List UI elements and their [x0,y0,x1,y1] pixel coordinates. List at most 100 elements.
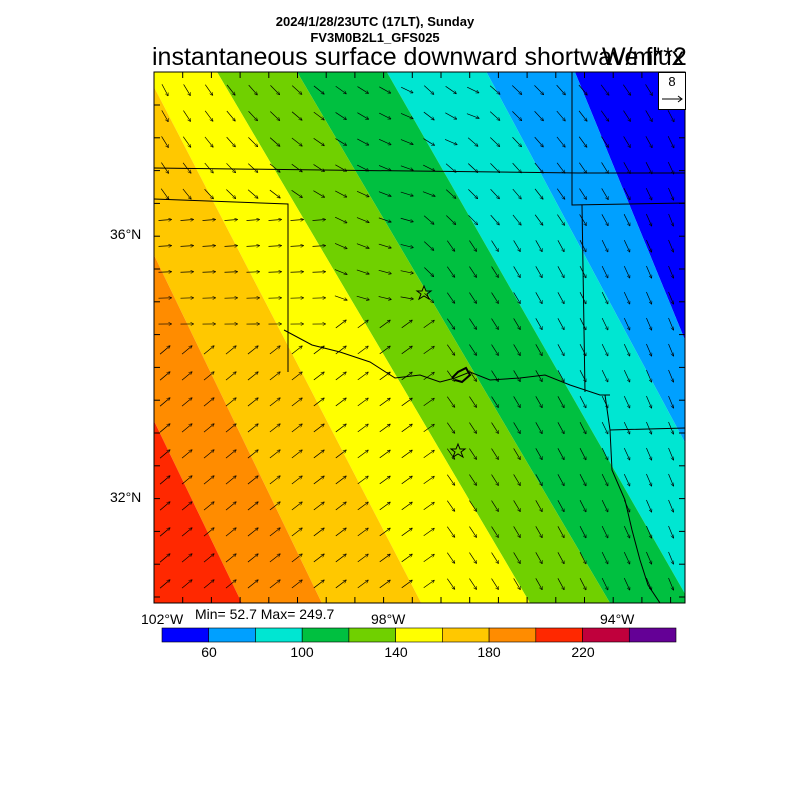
wind-vector-arrow [623,421,629,434]
wind-vector-arrow [423,164,435,171]
wind-vector-arrow [623,136,631,147]
model-name-header: FV3M0B2L1_GFS025 [310,30,440,45]
wind-vector-arrow [248,137,257,146]
wind-vector-arrow [668,499,674,512]
wind-vector-arrow [601,526,608,538]
wind-vector-arrow [667,136,674,148]
wind-vector-arrow [422,191,435,197]
wind-vector-arrow [269,528,280,537]
wind-vector-arrow [513,318,521,329]
wind-vector-arrow [203,424,214,433]
wind-vector-arrow [159,450,170,459]
wind-vector-arrow [357,398,368,407]
wind-vector-arrow [312,219,326,220]
wind-vector-arrow [203,372,214,381]
wind-vector-arrow [181,502,192,511]
wind-vector-arrow [334,295,347,300]
wind-vector-arrow [291,163,302,172]
wind-vector-arrow [646,473,651,486]
wind-vector-arrow [379,528,390,537]
wind-vector-arrow [247,424,258,433]
wind-vector-arrow [513,344,521,355]
wind-vector-arrow [313,85,324,94]
wind-vector-arrow [180,246,194,247]
wind-vector-arrow [423,320,435,329]
wind-vector-arrow [247,450,258,459]
wind-vector-arrow [378,165,391,170]
wind-vector-arrow [357,346,368,355]
colorbar-label-180: 180 [477,644,501,660]
wind-vector-arrow [623,265,629,278]
wind-vector-arrow [556,136,565,147]
wind-vector-arrow [579,162,586,174]
wind-vector-arrow [334,216,347,223]
wind-vector-arrow [601,370,608,382]
wind-vector-arrow [161,136,169,147]
wind-vector-arrow [447,292,454,304]
wind-vector-arrow [158,272,172,273]
wind-vector-arrow [646,395,651,408]
wind-vector-arrow [513,578,521,589]
wind-vector-arrow [313,372,324,381]
wind-vector-arrow [668,447,674,460]
wind-vector-arrow [469,552,476,564]
wind-vector-arrow [335,554,346,563]
wind-vector-arrow [466,113,479,119]
wind-vector-arrow [357,320,368,329]
wind-vector-arrow [535,448,542,459]
wind-vector-arrow [557,292,564,303]
wind-vector-arrow [423,215,434,225]
wind-vector-arrow [313,190,324,198]
wind-vector-arrow [202,246,216,247]
wind-vector-arrow [469,578,476,590]
wind-vector-arrow [356,243,369,249]
star-marker-dallas [449,442,467,459]
wind-vector-arrow [668,265,674,278]
wind-vector-arrow [557,370,564,381]
wind-vector-arrow [556,188,565,200]
wind-vector-arrow [646,369,651,382]
wind-vector-arrow [268,246,282,247]
wind-vector-arrow [447,578,454,590]
wind-vector-arrow [601,578,608,590]
wind-vector-arrow [247,502,258,511]
wind-vector-arrow [535,526,542,537]
wind-vector-arrow [160,188,169,200]
wind-vector-arrow [225,502,236,511]
wind-vector-arrow [246,272,260,273]
wind-vector-arrow [513,526,521,537]
wind-vector-arrow [269,189,280,198]
wind-vector-arrow [313,476,324,485]
wind-vector-arrow [535,266,542,277]
wind-vector-arrow [469,240,476,252]
wind-vector-arrow [423,476,435,485]
wind-vector-arrow [335,346,346,355]
wind-vector-arrow [357,164,369,171]
wind-vector-arrow [534,214,543,225]
wind-vector-arrow [535,344,542,355]
wind-vector-arrow [357,580,368,589]
wind-vector-arrow [445,189,456,199]
wind-vector-arrow [313,580,324,589]
wind-vector-arrow [579,214,587,225]
wind-vector-arrow [535,578,542,589]
wind-vector-arrow [225,528,236,537]
wind-vector-arrow [468,189,477,198]
wind-vector-arrow [291,424,302,433]
wind-vector-arrow [668,473,674,486]
wind-vector-arrow [379,580,390,589]
wind-vector-arrow [556,110,565,121]
wind-vector-arrow [445,163,456,172]
wind-vector-arrow [313,398,324,407]
wind-vector-arrow [490,214,500,225]
wind-vector-arrow [379,346,390,355]
wind-vector-arrow [668,239,674,252]
wind-vector-arrow [356,269,369,274]
wind-vector-arrow [469,500,476,512]
wind-vector-arrow [159,580,170,589]
wind-vector-arrow [534,136,544,147]
wind-vector-arrow [578,84,587,95]
wind-vector-arrow [356,295,369,300]
flux-band [574,72,685,340]
wind-vector-arrow [159,502,170,511]
